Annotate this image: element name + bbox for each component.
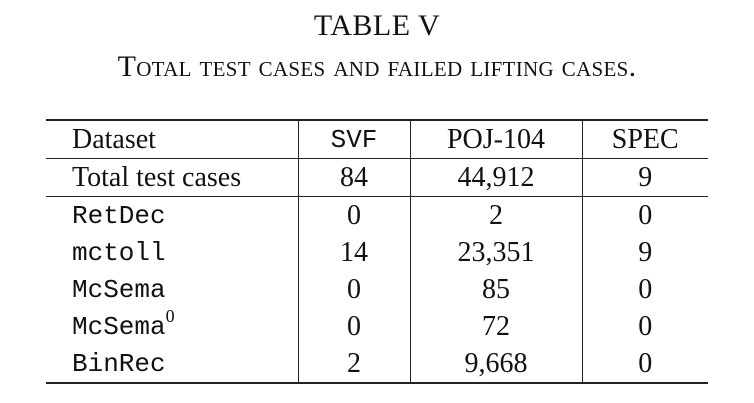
table-caption-number: TABLE V xyxy=(313,9,441,42)
table-row: BinRec 2 9,668 0 xyxy=(46,345,708,384)
row-poj: 2 xyxy=(410,196,583,234)
tool-name: RetDec xyxy=(72,201,166,231)
row-spec: 0 xyxy=(638,274,653,305)
table-row: McSema 0 85 0 xyxy=(46,271,708,308)
row-poj: 9,668 xyxy=(410,345,583,384)
table-row: RetDec 0 2 0 xyxy=(46,196,708,234)
row-svf: 0 xyxy=(298,196,411,234)
row-spec: 9 xyxy=(638,237,653,268)
row-poj: 85 xyxy=(410,271,583,308)
header-svf: SVF xyxy=(298,119,411,159)
table-row: McSema0 0 72 0 xyxy=(46,306,708,345)
row-spec: 0 xyxy=(638,311,653,342)
row-poj: 23,351 xyxy=(410,234,583,271)
tool-name: McSema xyxy=(72,275,166,305)
row-label: RetDec xyxy=(46,196,299,234)
tool-name: BinRec xyxy=(72,349,166,379)
total-row-poj: 44,912 xyxy=(410,158,583,197)
total-test-cases-row: Total test cases 84 44,912 9 xyxy=(46,158,708,197)
row-label: mctoll xyxy=(46,234,299,271)
header-spec: SPEC xyxy=(582,119,708,159)
tool-name-superscript: 0 xyxy=(165,306,175,326)
header-svf-label: SVF xyxy=(330,125,378,155)
header-poj: POJ-104 xyxy=(410,119,583,159)
row-svf: 14 xyxy=(298,234,411,271)
tool-name: McSema xyxy=(72,312,166,342)
row-label: McSema xyxy=(46,271,299,308)
total-row-label: Total test cases xyxy=(46,158,299,197)
total-row-svf: 84 xyxy=(298,158,411,197)
table-row: mctoll 14 23,351 9 xyxy=(46,234,708,271)
total-row-spec: 9 xyxy=(582,158,708,197)
row-label: McSema0 xyxy=(46,306,299,345)
row-poj: 72 xyxy=(410,308,583,345)
row-spec: 0 xyxy=(582,345,708,384)
row-svf: 0 xyxy=(298,271,411,308)
table-header-row: Dataset SVF POJ-104 SPEC xyxy=(46,119,708,159)
row-spec: 0 xyxy=(638,200,653,231)
row-svf: 2 xyxy=(298,345,411,384)
row-svf: 0 xyxy=(298,308,411,345)
tool-name: mctoll xyxy=(72,238,166,268)
results-table: Dataset SVF POJ-104 SPEC Total test case… xyxy=(46,119,708,384)
table-caption-title: Total test cases and failed lifting case… xyxy=(117,50,637,83)
row-label: BinRec xyxy=(46,345,299,384)
header-dataset: Dataset xyxy=(46,119,299,159)
